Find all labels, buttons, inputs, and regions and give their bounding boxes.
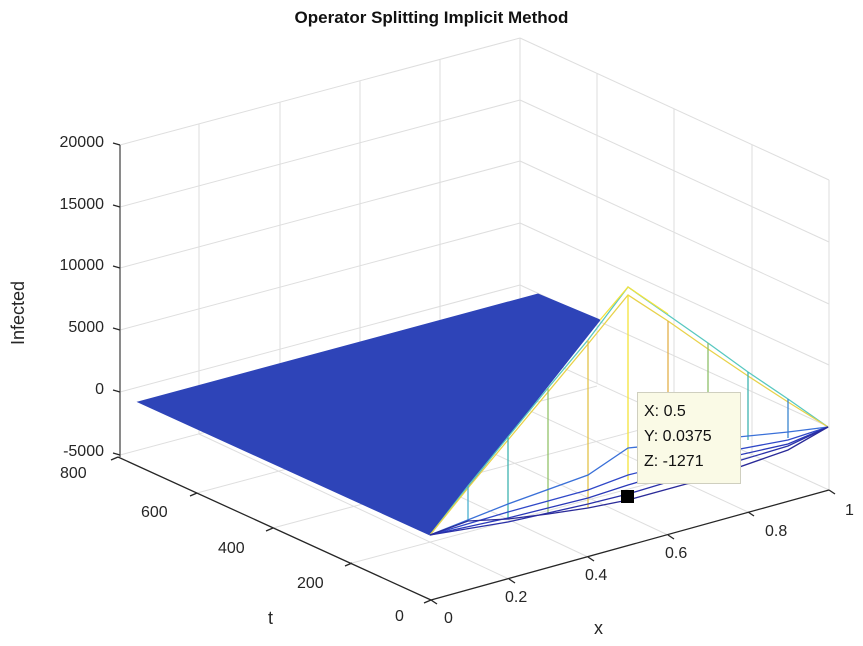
x-tick: 0.4 <box>585 567 608 584</box>
z-tick: 10000 <box>59 257 105 274</box>
datatip[interactable]: X: 0.5 Y: 0.0375 Z: -1271 <box>637 392 741 484</box>
t-tick: 0 <box>395 608 404 625</box>
grid-lines <box>119 37 830 580</box>
z-axis-label: Infected <box>8 280 28 345</box>
x-tick: 1 <box>845 502 854 519</box>
datatip-z: Z: -1271 <box>644 453 704 470</box>
x-tick: 0.2 <box>505 589 528 606</box>
t-axis-label: t <box>268 608 274 628</box>
surface-wireframe <box>429 286 829 536</box>
t-tick: 600 <box>141 504 168 521</box>
x-tick: 0 <box>444 610 453 627</box>
z-tick: 15000 <box>59 196 105 213</box>
z-tick: -5000 <box>63 443 104 460</box>
x-tick: 0.8 <box>765 523 788 540</box>
z-tick: 5000 <box>68 319 104 336</box>
surface-plane <box>136 293 601 536</box>
x-tick: 0.6 <box>665 545 688 562</box>
z-tick: 20000 <box>59 134 105 151</box>
x-axis-label: x <box>594 618 603 638</box>
t-tick: 400 <box>218 540 245 557</box>
datatip-y: Y: 0.0375 <box>644 428 712 445</box>
t-tick: 200 <box>297 575 324 592</box>
z-tick: 0 <box>95 381 104 398</box>
axes-lines <box>110 456 836 605</box>
chart-title: Operator Splitting Implicit Method <box>294 8 569 27</box>
t-tick: 800 <box>60 465 87 482</box>
datatip-marker[interactable] <box>621 490 634 503</box>
datatip-x: X: 0.5 <box>644 403 686 420</box>
